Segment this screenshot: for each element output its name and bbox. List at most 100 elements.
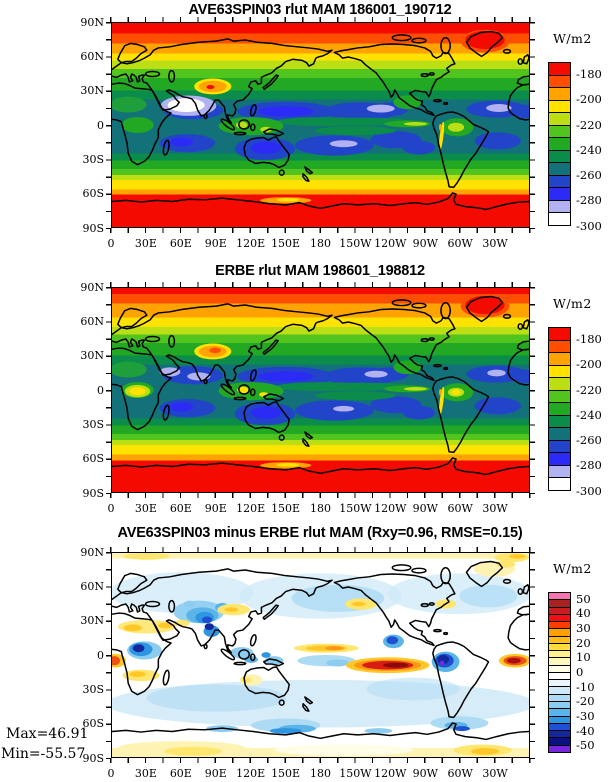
colorbar-tick-label: -180 [576,332,602,347]
y-tick-label: 0 [97,648,104,662]
x-tick-label: 150E [271,237,301,250]
x-tick-label: 30W [482,237,508,250]
y-tick-label: 30N [80,614,104,628]
axis-ticks-left [106,552,111,759]
x-tick-label: 0 [107,502,115,515]
panel-model: AVE63SPIN03 rlut MAM 186001_190712 [0,0,614,263]
y-tick-label: 30N [80,349,104,363]
axis-ticks-top [110,547,531,552]
y-tick-label: 60N [80,579,104,593]
y-tick-label: 60S [82,717,104,731]
colorbar-tick-label: -180 [576,67,602,82]
x-tick-label: 60E [169,767,192,780]
colorbar-swatch [548,174,571,189]
panel-title: AVE63SPIN03 rlut MAM 186001_190712 [188,2,452,18]
colorbar-swatch [548,87,571,101]
axis-ticks-right [530,287,535,494]
y-tick-label: 90N [80,280,104,294]
map-difference-plot [112,553,529,757]
x-tick-label: 120W [374,502,407,515]
x-tick-label: 120W [374,767,407,780]
colorbar-tick-label: -200 [576,92,602,107]
colorbar-tick-label: -300 [576,218,602,233]
y-tick-label: 30S [82,152,104,166]
panel-difference: AVE63SPIN03 minus ERBE rlut MAM (Rxy=0.9… [0,525,614,782]
colorbar-swatch [548,352,571,366]
x-tick-label: 120E [236,502,266,515]
colorbar-swatch [548,339,571,354]
colorbar-tick-label: -260 [576,168,602,183]
colorbar-swatch [548,112,571,126]
colorbar-swatch [548,389,571,404]
panel-observations: ERBE rlut MAM 198601_198812 [0,263,614,528]
x-tick-label: 120E [236,237,266,250]
colorbar-tick-label: 20 [576,635,591,650]
axis-ticks-right [530,552,535,759]
y-tick-label: 60N [80,314,104,328]
x-tick-label: 90W [412,767,438,780]
colorbar-tick-label: 30 [576,621,591,636]
y-tick-label: 90S [82,221,104,235]
y-tick-label: 0 [97,118,104,132]
colorbar-swatch [548,199,571,214]
x-tick-label: 30E [134,502,157,515]
y-tick-label: 60S [82,452,104,466]
map-difference [111,552,530,758]
x-tick-label: 60W [447,237,473,250]
colorbar-swatch [548,414,571,429]
colorbar-tick-label: -280 [576,458,602,473]
colorbar-swatch [548,212,571,226]
colorbar [548,327,571,491]
field-max-annotation: Max=46.91 [6,726,89,742]
x-tick-label: 150E [271,502,301,515]
colorbar-swatch [548,137,571,151]
colorbar-tick-label: -260 [576,433,602,448]
x-tick-label: 180 [310,237,331,250]
x-tick-label: 60W [447,767,473,780]
colorbar-tick-label: -10 [576,679,595,694]
colorbar-swatch [548,327,571,341]
panel-title: AVE63SPIN03 minus ERBE rlut MAM (Rxy=0.9… [117,525,523,541]
x-tick-label: 30W [482,502,508,515]
colorbar-tick-label: -240 [576,407,602,422]
map-model-plot [112,23,529,227]
x-tick-label: 150W [339,767,372,780]
colorbar-swatch [548,439,571,454]
colorbar-swatch [548,162,571,176]
x-tick-label: 60W [447,502,473,515]
colorbar-swatch [548,74,571,89]
x-tick-label: 150W [339,502,372,515]
colorbar-swatch [548,402,571,416]
x-tick-label: 60E [169,502,192,515]
colorbar-swatch [548,427,571,441]
colorbar-tick-label: -30 [576,708,595,723]
x-tick-label: 90E [204,502,227,515]
colorbar-unit-label: W/m2 [553,31,592,46]
colorbar-swatch [548,187,571,201]
x-tick-label: 0 [107,237,115,250]
colorbar-tick-label: -50 [576,738,595,753]
colorbar-unit-label: W/m2 [553,296,592,311]
x-tick-label: 30W [482,767,508,780]
axis-ticks-left [106,22,111,229]
colorbar-tick-label: 50 [576,591,591,606]
colorbar-tick-label: 10 [576,650,591,665]
axis-ticks-left [106,287,111,494]
x-tick-label: 120W [374,237,407,250]
colorbar-swatch [548,477,571,491]
colorbar-swatch [548,464,571,479]
axis-ticks-right [530,22,535,229]
y-tick-label: 0 [97,383,104,397]
colorbar-tick-label: -200 [576,357,602,372]
axis-ticks-top [110,17,531,22]
map-model-extra-features [160,84,512,148]
map-difference-features [112,553,529,757]
colorbar [548,62,571,226]
colorbar-swatch [548,149,571,164]
colorbar-tick-label: -220 [576,382,602,397]
colorbar-tick-label: -240 [576,142,602,157]
x-tick-label: 30E [134,767,157,780]
y-tick-label: 90N [80,15,104,29]
colorbar-swatch [548,124,571,139]
